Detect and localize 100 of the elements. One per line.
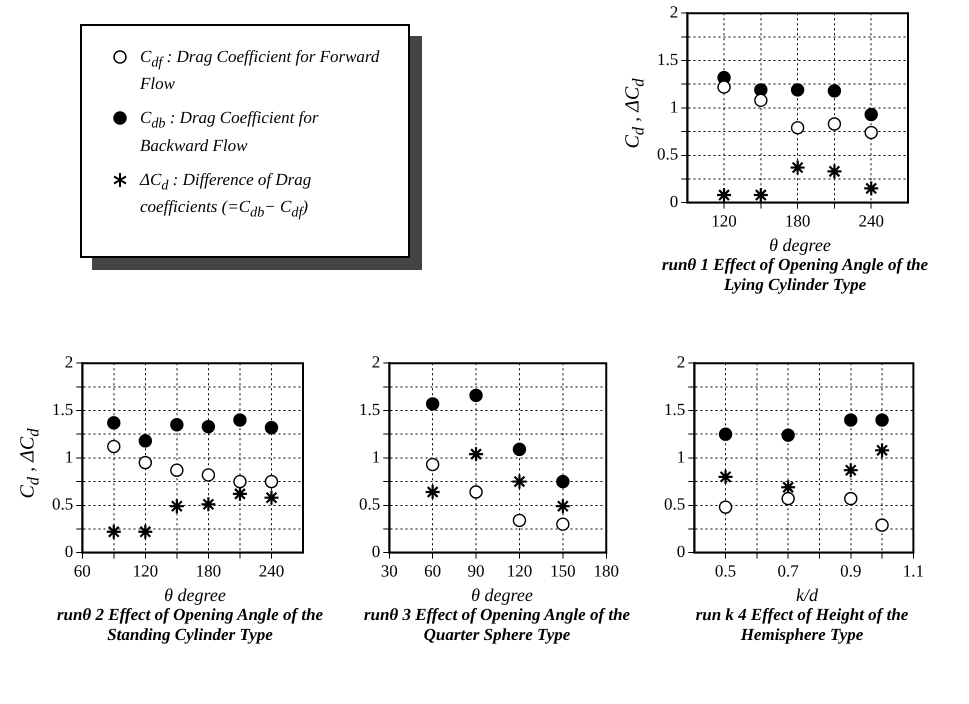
point <box>828 84 842 98</box>
point <box>202 468 216 482</box>
point <box>752 186 769 203</box>
point <box>426 458 440 472</box>
x-tick-label: 180 <box>594 561 619 580</box>
text: runθ 2 Effect of Opening Angle of the Standing Cylinder Type <box>56 605 324 645</box>
point <box>424 484 441 500</box>
y-tick-label: 2 <box>670 2 678 22</box>
text: runθ 1 Effect of Opening Angle of the Lying Cylinder Type <box>660 255 930 295</box>
x-tick-label: 120 <box>132 561 158 580</box>
x-axis-title: θ degree <box>163 585 227 605</box>
point <box>106 524 122 540</box>
point <box>864 108 878 122</box>
y-tick-label: 0.5 <box>657 144 678 164</box>
x-tick-label: 0.7 <box>778 561 800 580</box>
point <box>844 492 858 506</box>
legend-label: C$_{df}$ : Drag Coefficient for Forward Flow <box>140 46 380 96</box>
x-tick-label: 0.5 <box>714 561 736 580</box>
point <box>826 163 843 180</box>
x-tick-label: 60 <box>74 561 91 580</box>
point <box>781 428 795 442</box>
x-tick-label: 90 <box>468 561 485 580</box>
point <box>790 159 806 176</box>
y-tick-label: 0 <box>676 542 686 562</box>
point <box>200 496 216 512</box>
point <box>864 126 878 140</box>
point <box>138 456 152 470</box>
y-tick-label: 0 <box>372 542 380 562</box>
point <box>717 468 734 485</box>
point <box>842 462 859 478</box>
x-tick-label: 150 <box>550 561 576 580</box>
point <box>168 498 185 514</box>
point <box>469 388 483 402</box>
y-tick-label: 1 <box>670 97 678 116</box>
point <box>754 94 768 108</box>
y-tick-label: 1.5 <box>664 400 686 420</box>
x-tick-label: 240 <box>858 211 884 230</box>
point <box>202 420 216 434</box>
y-tick-label: 0.5 <box>359 494 380 514</box>
x-tick-label: 180 <box>196 561 222 580</box>
x-tick-label: 1.1 <box>902 561 924 580</box>
point <box>426 397 440 411</box>
y-tick-label: 1 <box>676 447 686 466</box>
x-tick-label: 240 <box>258 561 284 580</box>
point <box>554 498 571 514</box>
point <box>718 500 732 514</box>
point <box>138 434 152 448</box>
point <box>874 442 890 458</box>
point <box>263 490 280 506</box>
point <box>233 474 247 488</box>
text: runθ 3 Effect of Opening Angle of the Quarter Sphere Type <box>362 605 632 645</box>
point <box>107 416 120 430</box>
y-tick-label: 2 <box>676 352 686 372</box>
y-tick-label: 0 <box>64 542 74 562</box>
x-tick-label: 60 <box>424 561 442 580</box>
point <box>264 420 278 434</box>
x-axis-title: k/d <box>795 585 819 605</box>
point <box>511 473 528 490</box>
point <box>264 474 278 488</box>
point <box>512 514 526 528</box>
x-tick-label: 120 <box>506 561 532 580</box>
y-tick-label: 2 <box>372 352 380 372</box>
point <box>828 117 842 131</box>
y-tick-label: 2 <box>64 352 74 372</box>
x-axis-title: θ degree <box>768 235 832 255</box>
point <box>137 524 154 540</box>
point <box>718 428 732 441</box>
y-tick-label: 1.5 <box>657 50 678 70</box>
point <box>512 442 526 456</box>
y-tick-label: 0.5 <box>52 494 74 514</box>
point <box>875 413 889 427</box>
point <box>716 186 732 203</box>
point <box>781 492 795 506</box>
point <box>469 485 483 499</box>
x-tick-label: 120 <box>711 211 737 230</box>
point <box>790 121 804 134</box>
point <box>170 464 184 477</box>
point <box>717 80 731 94</box>
text: run k 4 Effect of Height of the Hemisphere Type <box>694 605 910 645</box>
point <box>468 446 484 462</box>
point <box>875 518 889 532</box>
y-tick-label: 1.5 <box>52 400 74 420</box>
x-axis-title: θ degree <box>470 585 534 605</box>
point <box>233 413 247 427</box>
point <box>556 517 570 531</box>
legend-label: ΔC$_{d}$ : Difference of Drag coefficients (=C$_{db}$− C$_{df}$) <box>140 168 312 223</box>
y-tick-label: 1 <box>372 447 380 466</box>
x-tick-label: 180 <box>784 211 810 230</box>
y-tick-label: 0 <box>670 192 678 212</box>
point <box>556 474 570 488</box>
y-tick-label: 0.5 <box>664 494 686 514</box>
x-tick-label: 0.9 <box>840 561 862 580</box>
point <box>790 83 804 97</box>
point <box>844 413 858 427</box>
y-tick-label: 1.5 <box>359 400 380 420</box>
point <box>107 440 120 454</box>
legend-label: C$_{db}$ : Drag Coefficient for Backward Flow <box>140 107 320 157</box>
y-tick-label: 1 <box>64 447 74 466</box>
x-tick-label: 30 <box>380 561 398 580</box>
point <box>170 418 184 432</box>
